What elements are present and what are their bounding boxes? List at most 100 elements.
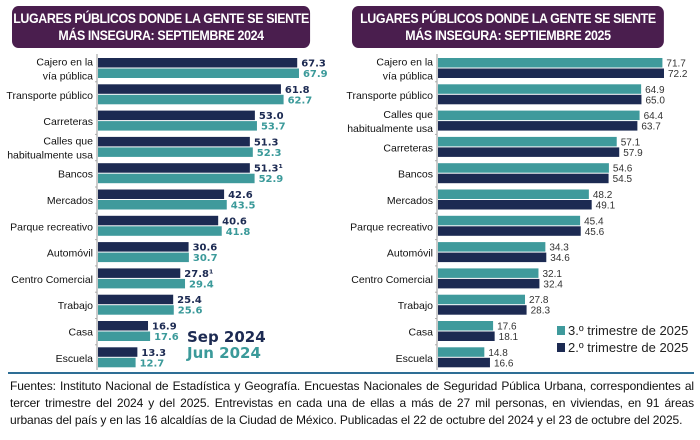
- bar-series2: [438, 226, 581, 236]
- category-label: vía pública: [383, 71, 433, 83]
- category-label: Calles que: [43, 135, 93, 147]
- category-label: Carreteras: [383, 142, 433, 154]
- data-label: 17.6: [497, 322, 517, 333]
- sources-footnote: Fuentes: Instituto Nacional de Estadísti…: [10, 379, 694, 427]
- data-label: 29.4: [189, 279, 214, 290]
- category-label: Trabajo: [398, 300, 433, 312]
- bar-series2: [98, 305, 174, 315]
- title-line-1: LUGARES PÚBLICOS DONDE LA GENTE SE SIENT…: [13, 11, 309, 26]
- data-label: 27.8: [529, 295, 549, 306]
- bar-series2: [438, 94, 642, 105]
- category-label: Automóvil: [387, 248, 433, 260]
- bar-series2: [98, 226, 222, 236]
- data-label: 18.1: [499, 332, 519, 343]
- category-label: habitualmente usa: [347, 123, 433, 135]
- legend-sep-2024: Sep 2024: [187, 328, 266, 346]
- bar-series1: [98, 321, 149, 331]
- category-label: Parque recreativo: [10, 221, 93, 233]
- data-label: 32.1: [542, 269, 562, 280]
- data-label: 57.9: [623, 148, 643, 159]
- bar-series1: [438, 347, 485, 357]
- data-label: 45.6: [585, 227, 605, 238]
- data-label: 25.6: [178, 306, 203, 317]
- data-label: 45.4: [584, 216, 604, 227]
- category-label: Trabajo: [58, 300, 93, 312]
- bar-series2: [98, 121, 257, 131]
- bar-series1: [98, 58, 298, 68]
- data-label: 25.4: [177, 295, 202, 306]
- footer-divider: [8, 372, 694, 374]
- category-label: Bancos: [58, 169, 93, 181]
- bar-series2: [438, 173, 609, 184]
- category-label: Transporte público: [346, 90, 433, 102]
- data-label: 43.5: [231, 201, 256, 212]
- bar-series2: [438, 305, 527, 315]
- chart-title-2025: LUGARES PÚBLICOS DONDE LA GENTE SE SIENT…: [352, 6, 664, 48]
- data-label: 41.8: [226, 227, 251, 238]
- data-label: 72.2: [668, 69, 688, 80]
- bar-series2: [98, 147, 253, 157]
- bar-series1: [438, 242, 546, 252]
- bar-series1: [98, 215, 219, 226]
- legend-label: 2.º trimestre de 2025: [568, 340, 688, 355]
- category-label: Calles que: [383, 109, 433, 121]
- data-label: 67.9: [303, 69, 328, 80]
- category-label: habitualmente usa: [7, 149, 93, 161]
- bar-series1: [438, 321, 494, 331]
- chart-title-2024: LUGARES PÚBLICOS DONDE LA GENTE SE SIENT…: [12, 6, 311, 48]
- data-label: 16.6: [494, 358, 514, 369]
- bar-series2: [98, 200, 227, 210]
- category-label: Mercados: [387, 195, 433, 207]
- data-label: 42.6: [228, 190, 253, 201]
- category-label: Cajero en la: [36, 57, 93, 69]
- category-label: Casa: [68, 327, 93, 339]
- data-label: 64.9: [645, 85, 665, 96]
- data-label: 40.6: [222, 216, 247, 227]
- category-label: vía pública: [43, 71, 93, 83]
- bar-series1: [98, 268, 181, 278]
- bar-series1: [438, 58, 663, 68]
- bar-series2: [98, 173, 255, 184]
- category-label: Centro Comercial: [351, 274, 433, 286]
- data-label: 34.3: [549, 243, 569, 254]
- legend-swatch: [557, 343, 565, 352]
- data-label: 12.7: [140, 358, 165, 369]
- data-label: 67.3: [301, 59, 326, 70]
- category-label: Cajero en la: [376, 57, 433, 69]
- data-label: 14.8: [488, 348, 508, 359]
- bar-series1: [438, 294, 526, 305]
- category-label: Carreteras: [43, 116, 93, 128]
- bar-series1: [438, 268, 539, 278]
- legend-label: 3.º trimestre de 2025: [568, 323, 688, 338]
- bar-series1: [98, 163, 250, 173]
- data-label: 54.5: [613, 174, 633, 185]
- data-label: 62.7: [288, 95, 313, 106]
- data-label: 17.6: [154, 332, 179, 343]
- data-label: 49.1: [596, 201, 616, 212]
- data-label: 27.8¹: [184, 269, 213, 280]
- data-label: 51.3¹: [254, 164, 283, 175]
- bar-series2: [438, 357, 490, 368]
- data-label: 34.6: [550, 253, 570, 264]
- data-label: 28.3: [531, 306, 551, 317]
- bar-series1: [98, 189, 225, 199]
- category-label: Centro Comercial: [11, 274, 93, 286]
- bar-series1: [98, 84, 281, 94]
- title-line-1: LUGARES PÚBLICOS DONDE LA GENTE SE SIENT…: [360, 11, 656, 26]
- category-label: Transporte público: [6, 90, 93, 102]
- bar-series1: [438, 136, 617, 147]
- category-label: Automóvil: [47, 248, 93, 260]
- category-label: Casa: [408, 327, 433, 339]
- title-line-2: MÁS INSEGURA: SEPTIEMBRE 2024: [58, 28, 264, 43]
- bar-series1: [438, 163, 609, 173]
- category-label: Escuela: [56, 353, 94, 365]
- category-label: Mercados: [47, 195, 93, 207]
- bar-chart-2025: Cajero en la vía pública 71.772.2 Transport…: [346, 54, 688, 370]
- data-label: 53.0: [259, 111, 284, 122]
- bar-series1: [98, 242, 189, 252]
- bar-series2: [438, 200, 592, 210]
- bar-series2: [438, 68, 664, 78]
- bar-series1: [438, 84, 642, 94]
- data-label: 30.6: [193, 243, 218, 254]
- bar-series2: [98, 252, 189, 263]
